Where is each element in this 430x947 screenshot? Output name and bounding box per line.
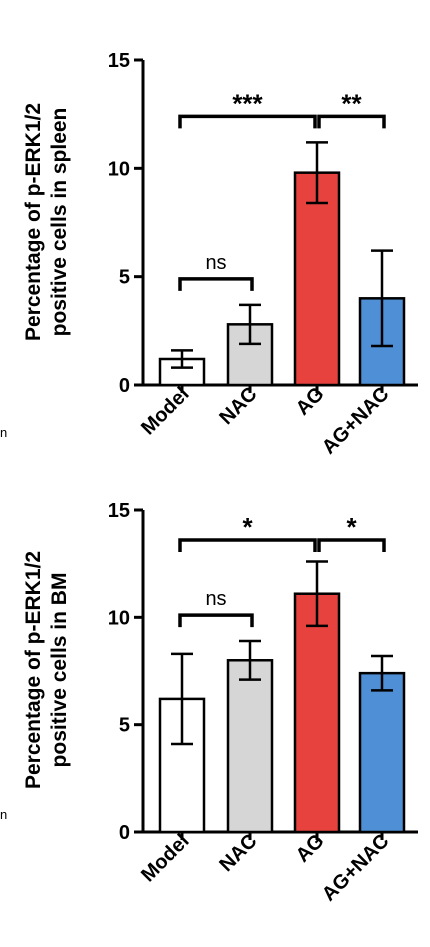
y-tick-label: 15 (108, 500, 130, 522)
chart-panel-1: Percentage of p-ERK1/2 positive cells in … (22, 50, 418, 459)
category-label: NAC (215, 383, 261, 429)
significance-label-ns: ns (205, 252, 226, 274)
cropped-edge-letter-top: n (0, 425, 7, 440)
y-tick-label: 15 (108, 50, 130, 72)
chart-panel-2: Percentage of p-ERK1/2 positive cells in … (22, 500, 418, 906)
y-axis-title-line2: positive cells in BM (48, 573, 71, 768)
significance-bracket (178, 538, 317, 553)
category-label: NAC (215, 830, 261, 876)
y-tick-label: 0 (119, 822, 130, 844)
bar (358, 671, 406, 834)
category-label: Model (137, 830, 193, 886)
significance-bracket (178, 277, 254, 291)
significance-label: *** (232, 88, 263, 118)
significance-label: ** (341, 88, 362, 118)
y-tick-label: 0 (119, 375, 130, 397)
significance-label: * (346, 512, 357, 542)
bar (293, 171, 341, 387)
category-label: AG+NAC (318, 830, 394, 906)
y-tick-label: 5 (119, 267, 130, 289)
category-label: AG (292, 383, 329, 420)
y-axis-title-line1: Percentage of p-ERK1/2 (22, 551, 45, 789)
category-label: AG (292, 830, 329, 867)
significance-bracket (178, 114, 317, 129)
bar (293, 592, 341, 834)
y-axis-title-line1: Percentage of p-ERK1/2 (22, 103, 45, 341)
significance-label-ns: ns (205, 588, 226, 610)
y-tick-label: 10 (108, 158, 130, 180)
cropped-edge-letter-bottom: n (0, 807, 7, 822)
y-tick-label: 5 (119, 715, 130, 737)
category-label: Model (137, 383, 193, 439)
significance-bracket (317, 538, 386, 553)
significance-label: * (242, 512, 253, 542)
category-label: AG+NAC (318, 383, 394, 459)
significance-bracket (317, 114, 386, 129)
bar (226, 659, 274, 834)
y-tick-label: 10 (108, 607, 130, 629)
y-axis-title-line2: positive cells in spleen (48, 108, 71, 337)
significance-bracket (178, 613, 254, 628)
